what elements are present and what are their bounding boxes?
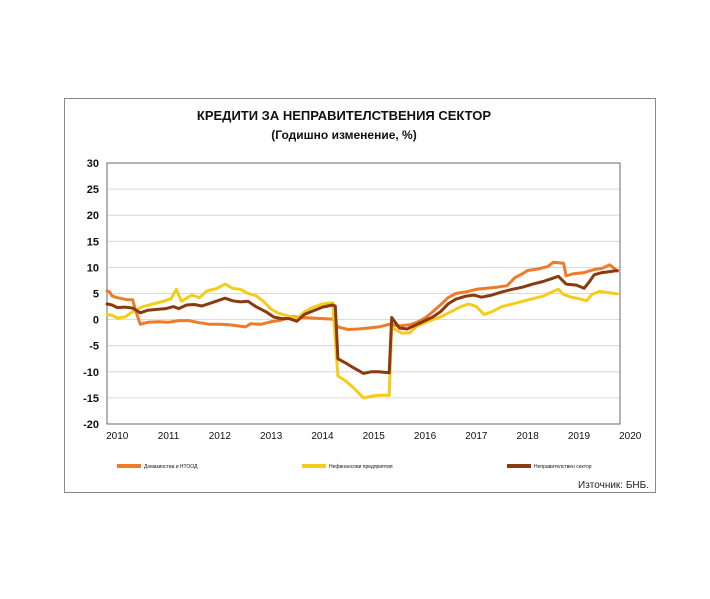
series-line-3 [105, 269, 619, 375]
y-tick-label: 20 [87, 210, 99, 222]
series-lines [105, 260, 619, 400]
x-tick-label: 2017 [465, 431, 488, 442]
y-tick-label: -15 [83, 393, 99, 405]
plot-area-border [106, 162, 621, 425]
legend-item: Домакинства и НТООД [117, 464, 198, 470]
legend-label: Неправителствен сектор [534, 464, 592, 470]
y-tick-label: -10 [83, 367, 99, 379]
x-tick-label: 2016 [414, 431, 437, 442]
chart-title: КРЕДИТИ ЗА НЕПРАВИТЕЛСТВЕНИЯ СЕКТОР [197, 108, 492, 123]
y-tick-label: -20 [83, 419, 99, 431]
x-tick-label: 2015 [363, 431, 386, 442]
source-note: Източник: БНБ. [578, 480, 649, 491]
legend-label: Нефинансови предприятия [329, 464, 393, 470]
series-line-2 [105, 282, 619, 400]
legend-item: Неправителствен сектор [507, 464, 592, 470]
chart-subtitle: (Годишно изменение, %) [271, 128, 416, 142]
legend-label: Домакинства и НТООД [144, 464, 198, 470]
legend: Домакинства и НТООД Нефинансови предприят… [117, 464, 592, 470]
y-tick-label: 15 [87, 236, 99, 248]
x-tick-label: 2012 [209, 431, 232, 442]
axes [106, 162, 621, 425]
x-tick-label: 2011 [158, 431, 180, 442]
x-tick-label: 2019 [568, 431, 591, 442]
x-tick-label: 2018 [517, 431, 540, 442]
x-tick-label: 2010 [106, 431, 129, 442]
legend-item: Нефинансови предприятия [302, 464, 393, 470]
x-tick-label: 2020 [619, 431, 642, 442]
series-line-1 [105, 260, 619, 331]
y-tick-label: 0 [93, 315, 99, 327]
y-tick-label: -5 [89, 341, 99, 353]
line-chart: КРЕДИТИ ЗА НЕПРАВИТЕЛСТВЕНИЯ СЕКТОР (Год… [83, 108, 649, 491]
x-tick-label: 2014 [311, 431, 334, 442]
chart-frame: КРЕДИТИ ЗА НЕПРАВИТЕЛСТВЕНИЯ СЕКТОР (Год… [64, 98, 656, 493]
y-tick-label: 25 [87, 184, 99, 196]
y-tick-label: 5 [93, 289, 99, 301]
y-tick-label: 30 [87, 158, 99, 170]
y-tick-label: 10 [87, 262, 99, 274]
x-tick-label: 2013 [260, 431, 283, 442]
y-tick-labels: 30 25 20 15 10 5 0 -5 -10 -15 -20 [83, 158, 99, 431]
x-tick-labels: 2010 2011 2012 2013 2014 2015 2016 2017 2018 2019… [106, 431, 642, 442]
